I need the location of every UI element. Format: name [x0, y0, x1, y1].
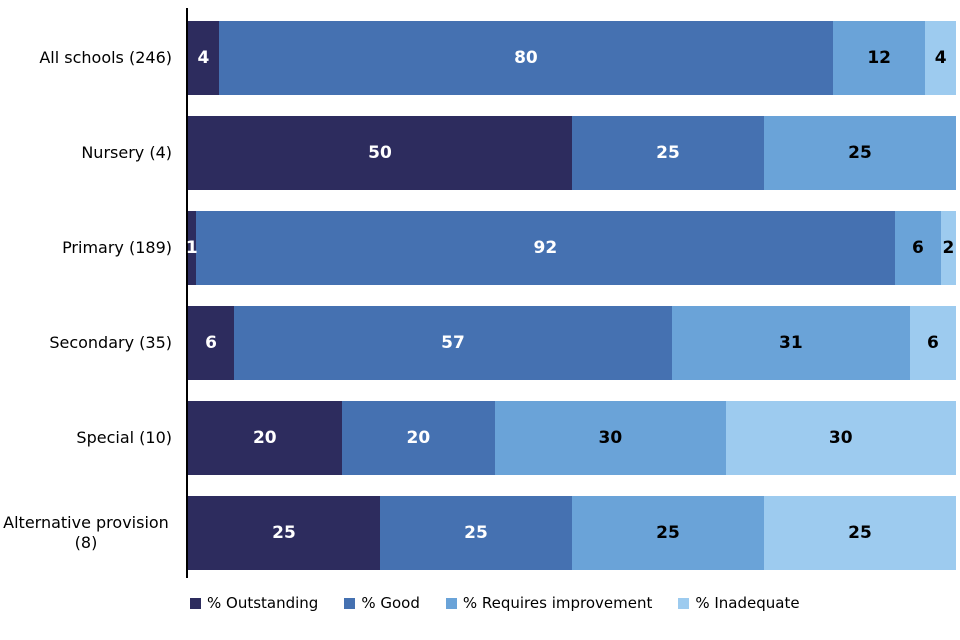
- bar-value-label: 80: [514, 48, 538, 68]
- bar-value-label: 6: [205, 333, 217, 353]
- bar-segment: 4: [925, 21, 956, 95]
- bar-value-label: 20: [406, 428, 431, 448]
- category-label: Primary (189): [62, 238, 172, 257]
- legend-label: % Good: [361, 594, 420, 612]
- bar-value-label: 57: [441, 333, 465, 353]
- bar-row-all-schools: All schools (246) 4 80 12 4: [0, 21, 956, 95]
- bar-value-label: 25: [656, 523, 680, 543]
- bar-value-label: 31: [779, 333, 803, 353]
- bar-value-label: 4: [197, 48, 210, 68]
- bar: 1 92 6 2: [185, 211, 956, 285]
- legend-swatch-icon: [678, 597, 690, 609]
- bar-segment: 25: [188, 496, 380, 570]
- category-label: Nursery (4): [81, 143, 172, 162]
- bar-value-label: 2: [942, 238, 955, 258]
- bar-segment: 2: [940, 211, 956, 285]
- bar: 6 57 31 6: [188, 306, 956, 380]
- y-axis-line: [186, 8, 188, 578]
- legend-label: % Inadequate: [695, 594, 800, 612]
- bar-segment: 50: [188, 116, 572, 190]
- bar-segment: 92: [195, 211, 896, 285]
- bar-segment: 25: [764, 496, 956, 570]
- bar-segment: 25: [572, 496, 764, 570]
- bar-segment: 25: [572, 116, 764, 190]
- category-label: Secondary (35): [49, 333, 172, 352]
- bar-value-label: 50: [368, 143, 392, 163]
- category-label: All schools (246): [39, 48, 172, 67]
- bar-value-label: 25: [848, 523, 872, 543]
- bar-value-label: 30: [828, 428, 853, 448]
- bar-value-label: 25: [464, 523, 488, 543]
- bar-value-label: 6: [927, 333, 939, 353]
- category-label: Special (10): [76, 428, 172, 447]
- bar-value-label: 4: [934, 48, 947, 68]
- bar-segment: 20: [188, 401, 342, 475]
- bar: 50 25 25: [188, 116, 956, 190]
- bar-row-alternative-provision: Alternative provision (8) 25 25 25 25: [0, 496, 956, 570]
- bar-value-label: 25: [272, 523, 296, 543]
- bar-row-nursery: Nursery (4) 50 25 25: [0, 116, 956, 190]
- legend-item-good: % Good: [344, 594, 420, 612]
- bar-value-label: 30: [598, 428, 623, 448]
- bar: 25 25 25 25: [188, 496, 956, 570]
- legend-swatch-icon: [344, 597, 356, 609]
- bar: 4 80 12 4: [188, 21, 956, 95]
- bar-row-secondary: Secondary (35) 6 57 31 6: [0, 306, 956, 380]
- bar-row-special: Special (10) 20 20 30 30: [0, 401, 956, 475]
- legend-item-outstanding: % Outstanding: [190, 594, 318, 612]
- bar-segment: 12: [833, 21, 926, 95]
- bar-segment: 20: [341, 401, 496, 475]
- legend-item-inadequate: % Inadequate: [678, 594, 800, 612]
- bar-row-primary: Primary (189) 1 92 6 2: [0, 211, 956, 285]
- bar-segment: 6: [188, 306, 235, 380]
- legend-swatch-icon: [445, 597, 457, 609]
- legend-swatch-icon: [190, 597, 201, 609]
- bar-value-label: 12: [867, 48, 892, 68]
- legend-label: % Requires improvement: [462, 594, 653, 612]
- bar-value-label: 20: [252, 428, 277, 448]
- bar-value-label: 6: [912, 238, 924, 258]
- bar-segment: 30: [725, 401, 956, 475]
- legend-label: % Outstanding: [207, 594, 319, 612]
- legend-item-requires-improvement: % Requires improvement: [445, 594, 653, 612]
- bar-value-label: 92: [533, 238, 558, 258]
- category-label: Alternative provision (8): [3, 513, 169, 552]
- bar-value-label: 25: [848, 143, 872, 163]
- bar-segment: 25: [380, 496, 572, 570]
- bar-segment: 6: [895, 211, 941, 285]
- bar: 20 20 30 30: [188, 401, 956, 475]
- bar-segment: 80: [218, 21, 834, 95]
- bar-segment: 4: [188, 21, 219, 95]
- plot-area: All schools (246) 4 80 12 4 Nursery (4) 50 2…: [0, 21, 956, 591]
- bar-value-label: 25: [656, 143, 680, 163]
- bar-value-label: 1: [185, 238, 198, 258]
- bar-segment: 25: [764, 116, 956, 190]
- bar-segment: 6: [909, 306, 956, 380]
- bar-segment: 31: [671, 306, 910, 380]
- bar-segment: 1: [185, 211, 198, 285]
- bar-segment: 57: [234, 306, 672, 380]
- bar-segment: 30: [495, 401, 726, 475]
- legend: % Outstanding % Good % Requires improvem…: [190, 594, 800, 612]
